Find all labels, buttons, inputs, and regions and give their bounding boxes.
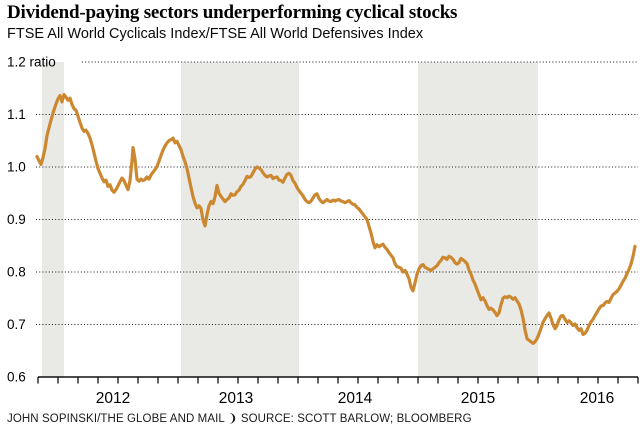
y-axis-label: 0.6 — [7, 370, 26, 385]
y-axis-label: 0.7 — [7, 317, 26, 332]
y-axis-label: 0.8 — [7, 265, 26, 280]
x-axis-year-label: 2016 — [580, 390, 614, 407]
ratio-line-series — [35, 92, 637, 345]
y-axis-label: 1.1 — [7, 107, 26, 122]
credit-line: JOHN SOPINSKI/THE GLOBE AND MAIL ❩ SOURC… — [7, 413, 472, 425]
x-axis-year-label: 2013 — [219, 390, 253, 407]
x-axis-year-label: 2015 — [461, 390, 495, 407]
y-axis-label: 1.2 ratio — [7, 55, 56, 70]
chart-title: Dividend-paying sectors underperforming … — [7, 2, 458, 23]
x-axis-year-label: 2012 — [96, 390, 130, 407]
x-axis-year-label: 2014 — [338, 390, 373, 407]
chart-subtitle: FTSE All World Cyclicals Index/FTSE All … — [7, 26, 424, 42]
shaded-year-band — [181, 62, 299, 377]
y-axis-label: 1.0 — [7, 160, 26, 175]
y-axis-label: 0.9 — [7, 212, 26, 227]
